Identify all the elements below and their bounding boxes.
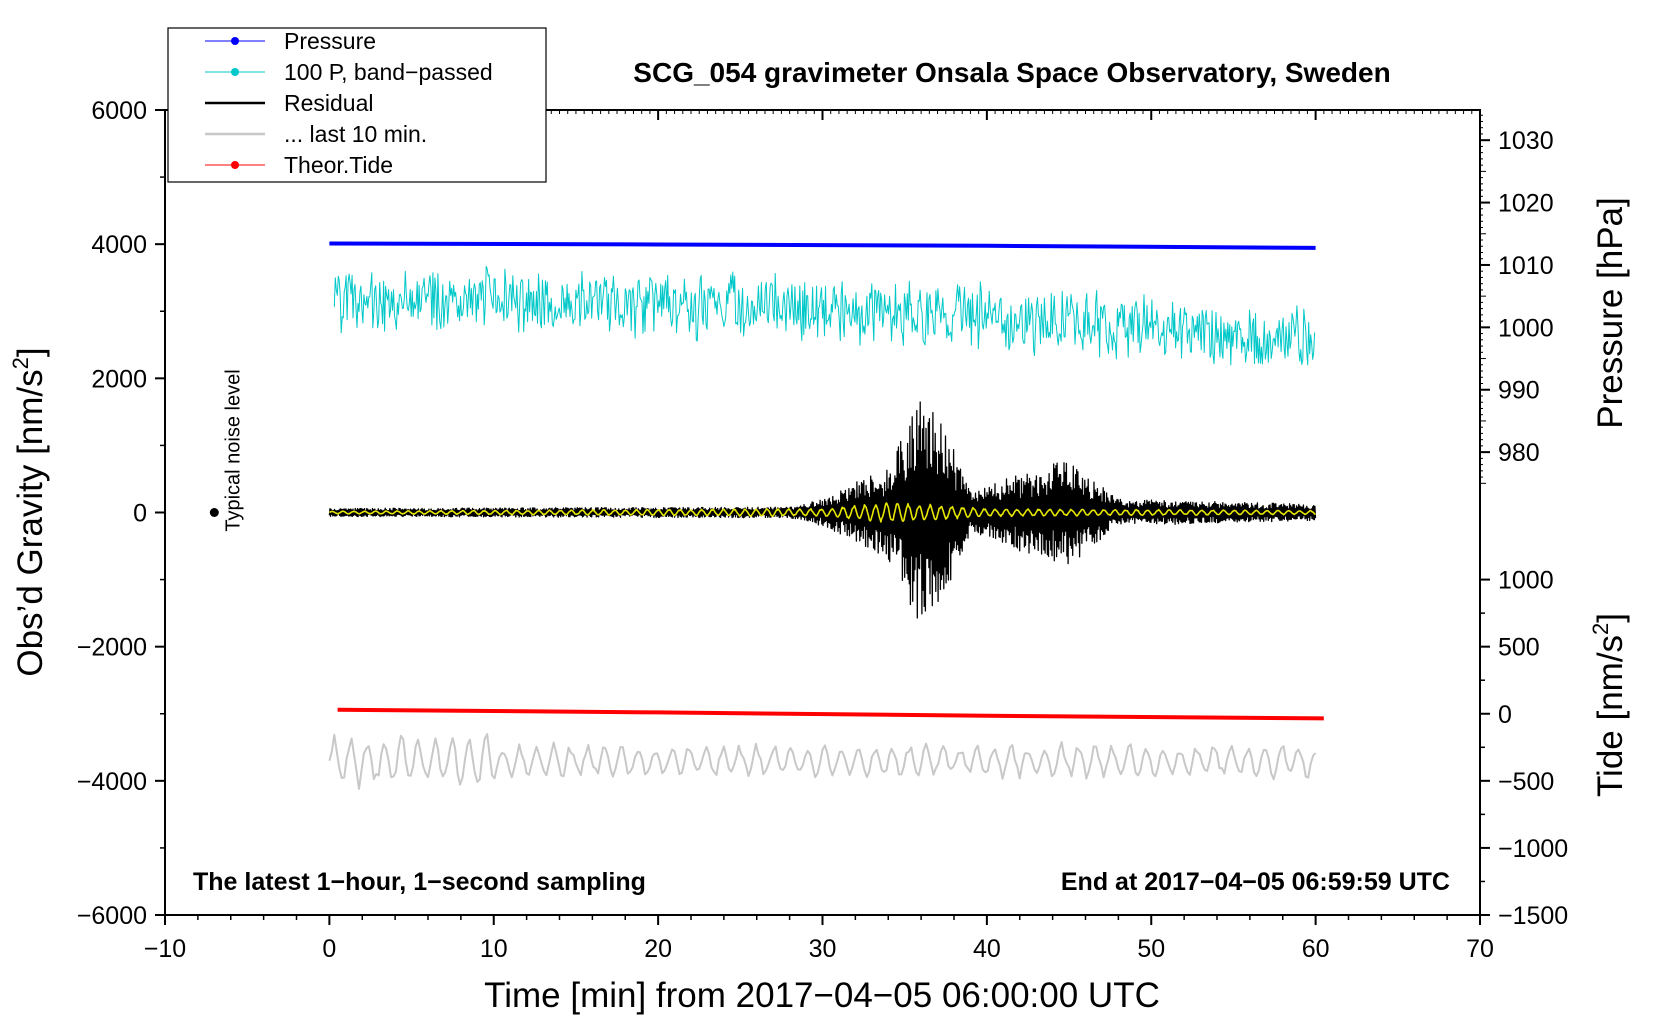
pressure-tick-label: 1000	[1498, 314, 1554, 342]
annotation-end-time: End at 2017−04−05 06:59:59 UTC	[1061, 868, 1450, 896]
y-tick-label: −4000	[77, 768, 147, 796]
y-axis-tide-label-sup: 2	[1588, 623, 1613, 635]
y-tick-label: −6000	[77, 902, 147, 930]
y-axis-pressure: 980 990 1000 1010 1020 1030	[1480, 114, 1554, 484]
legend-label: Residual	[284, 90, 374, 116]
series-theoretical-tide	[337, 707, 1324, 721]
series-pressure	[329, 241, 1316, 250]
legend-swatch-dot	[231, 68, 239, 76]
pressure-tick-label: 1020	[1498, 190, 1554, 218]
series-band-passed-residual	[328, 502, 1316, 523]
series-last-10-min	[328, 733, 1317, 790]
y-tick-label: −2000	[77, 634, 147, 662]
x-tick-label: 20	[644, 935, 672, 963]
chart-title: SCG_054 gravimeter Onsala Space Observat…	[633, 57, 1390, 88]
series-band-passed-pressure	[333, 266, 1316, 366]
y-tick-label: 2000	[91, 365, 147, 393]
x-tick-label: 0	[322, 935, 336, 963]
legend-label: Pressure	[284, 28, 376, 54]
annotation-sampling: The latest 1−hour, 1−second sampling	[193, 868, 646, 896]
x-tick-label: 30	[809, 935, 837, 963]
x-tick-label: 10	[480, 935, 508, 963]
y-axis-tide-label-text: Tide [nm/s	[1591, 635, 1630, 797]
legend-box	[167, 27, 547, 183]
legend-label: ... last 10 min.	[284, 121, 427, 147]
pressure-tick-label: 980	[1498, 439, 1540, 467]
x-axis: −10 0 10 20 30 40 50 60 70	[144, 110, 1494, 963]
y-axis-tide-label: Tide [nm/s2]	[1588, 613, 1630, 797]
y-tick-label: 0	[133, 500, 147, 528]
legend-entries: Pressure 100 P, band−passed Residual ... la…	[205, 28, 493, 178]
legend-label: Theor.Tide	[284, 152, 393, 178]
y-axis-tide: −1500 −1000 −500 0 500 1000	[1480, 567, 1568, 930]
series-layer	[328, 241, 1324, 790]
legend-swatch-dot	[231, 37, 239, 45]
pressure-tick-label: 990	[1498, 377, 1540, 405]
x-tick-label: 70	[1466, 935, 1494, 963]
tide-tick-label: 0	[1498, 701, 1512, 729]
tide-tick-label: 1000	[1498, 567, 1554, 595]
x-tick-label: 60	[1302, 935, 1330, 963]
legend-swatch-dot	[231, 161, 239, 169]
pressure-tick-label: 1030	[1498, 127, 1554, 155]
legend-label: 100 P, band−passed	[284, 59, 493, 85]
x-tick-label: 40	[973, 935, 1001, 963]
tide-tick-label: 500	[1498, 634, 1540, 662]
tide-tick-label: −500	[1498, 768, 1554, 796]
y-axis-left-label-close: ]	[11, 347, 50, 357]
x-tick-label: −10	[144, 935, 186, 963]
pressure-tick-label: 1010	[1498, 252, 1554, 280]
y-axis-tide-label-close: ]	[1591, 613, 1630, 623]
y-axis-left-label-text: Obs’d Gravity [nm/s	[11, 369, 50, 676]
y-axis-left: −6000 −4000 −2000 0 2000 4000 6000	[77, 97, 165, 930]
noise-level-label: Typical noise level	[222, 369, 244, 531]
x-axis-label: Time [min] from 2017−04−05 06:00:00 UTC	[484, 976, 1160, 1015]
legend: Pressure 100 P, band−passed Residual ... la…	[167, 27, 547, 183]
tide-tick-label: −1000	[1498, 835, 1568, 863]
y-tick-label: 6000	[91, 97, 147, 125]
y-axis-left-label: Obs’d Gravity [nm/s2]	[8, 347, 50, 676]
y-tick-label: 4000	[91, 231, 147, 259]
noise-level-marker	[209, 508, 219, 517]
noise-dot	[209, 508, 219, 517]
y-axis-pressure-label: Pressure [hPa]	[1591, 197, 1630, 429]
tide-tick-label: −1500	[1498, 902, 1568, 930]
y-axis-left-label-sup: 2	[8, 357, 33, 369]
x-tick-label: 50	[1137, 935, 1165, 963]
